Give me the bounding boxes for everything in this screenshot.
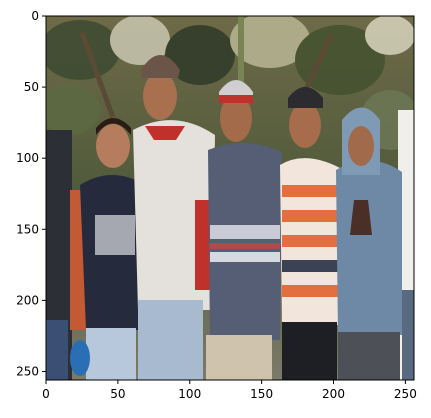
person-orange-striped-shirt	[280, 87, 340, 380]
y-tick-label: 100	[16, 151, 39, 165]
y-tick-label: 250	[16, 364, 39, 378]
x-tick-label: 250	[394, 387, 417, 401]
person-white-tshirt	[133, 55, 215, 380]
x-tick-label: 100	[178, 387, 201, 401]
x-tick-label: 0	[42, 387, 50, 401]
person-man-striped-shirt	[206, 80, 282, 380]
x-tick-label: 200	[322, 387, 345, 401]
y-tick-label: 200	[16, 293, 39, 307]
foliage-background	[46, 16, 414, 150]
plot-frame	[45, 15, 415, 381]
x-tick-label: 150	[250, 387, 273, 401]
person-blue-hoodie	[336, 107, 402, 380]
y-tick-label: 50	[24, 80, 39, 94]
person-boy-navy-shirt	[70, 118, 145, 380]
group-photo	[46, 16, 414, 380]
y-tick-label: 0	[31, 9, 39, 23]
y-tick-label: 150	[16, 222, 39, 236]
y-axis: 0 50 100 150 200 250	[16, 9, 46, 378]
person-left-edge	[46, 130, 72, 380]
x-tick-label: 50	[110, 387, 125, 401]
x-axis: 0 50 100 150 200 250	[42, 380, 417, 401]
